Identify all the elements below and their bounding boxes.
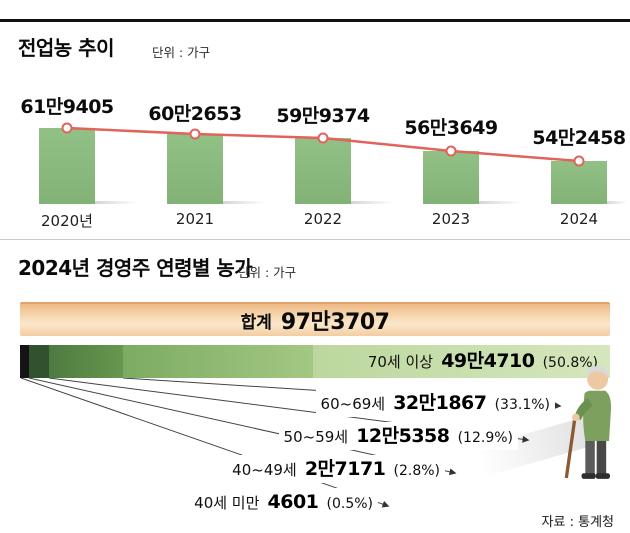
segment-70-plus: 70세 이상 49만4710 (50.8%)	[313, 345, 610, 378]
value-label-2021: 60만2653	[148, 103, 242, 125]
bar-2023	[423, 151, 479, 204]
top-border	[0, 19, 630, 22]
trend-markers	[61, 122, 585, 167]
section1-unit: 단위 : 가구	[152, 45, 211, 60]
value-label-2023: 56만3649	[404, 117, 498, 139]
age-value: 49만4710	[441, 350, 535, 372]
age-label: 70세 이상	[367, 353, 434, 371]
age-row-under-40: 40세 미만 4601 (0.5%)	[189, 488, 378, 516]
bar-shadow	[607, 201, 627, 204]
age-value: 32만1867	[393, 392, 487, 414]
bar-2022	[295, 138, 351, 204]
age-percent: (2.8%)	[393, 463, 441, 479]
year-label-2022: 2022	[303, 210, 343, 228]
age-percent: (12.9%)	[457, 430, 513, 446]
age-percent: (50.8%)	[542, 355, 598, 371]
connector-under-40	[20, 377, 390, 508]
bar-shadow	[351, 201, 395, 204]
bar-2021	[167, 134, 223, 204]
elderly-person-illustration	[564, 366, 612, 479]
age-row-50-59: 50~59세 12만5358 (12.9%)	[278, 422, 518, 450]
section-divider	[0, 239, 630, 240]
total-bar: 합계 97만3707	[20, 302, 610, 336]
age-percent: (33.1%)	[494, 397, 550, 413]
value-label-2020: 61만9405	[20, 96, 114, 118]
section1-title: 전업농 추이	[18, 36, 114, 60]
age-label: 40세 미만	[194, 494, 260, 512]
age-value: 2만7171	[304, 458, 386, 480]
year-label-2020: 2020년	[41, 212, 93, 230]
bar-2020	[39, 128, 95, 204]
segment-60-69	[123, 345, 313, 378]
age-row-70-plus: 70세 이상 49만4710 (50.8%)	[368, 345, 598, 378]
section2-title: 2024년 경영주 연령별 농가	[18, 256, 253, 280]
age-value: 4601	[267, 491, 319, 513]
stacked-age-bar: 70세 이상 49만4710 (50.8%)	[20, 345, 610, 378]
bar-shadow	[223, 201, 267, 204]
bar-shadow	[479, 201, 523, 204]
value-label-2022: 59만9374	[276, 105, 370, 127]
year-label-2021: 2021	[175, 210, 215, 228]
segment-under-40	[20, 345, 29, 378]
section2-unit: 단위 : 가구	[238, 265, 297, 280]
total-value: 97만3707	[280, 310, 390, 335]
age-row-60-69: 60~69세 32만1867 (33.1%)	[315, 389, 555, 417]
value-label-2024: 54만2458	[532, 127, 626, 149]
age-row-40-49: 40~49세 2만7171 (2.8%)	[227, 455, 445, 483]
age-label: 40~49세	[232, 461, 297, 479]
source-label: 자료 : 통계청	[541, 515, 614, 530]
age-label: 60~69세	[320, 395, 386, 413]
segment-40-49	[29, 345, 49, 378]
bar-shadow	[95, 201, 139, 204]
trend-line-chart	[61, 122, 585, 167]
age-percent: (0.5%)	[326, 496, 374, 512]
age-label: 50~59세	[283, 428, 349, 446]
bar-2024	[551, 161, 607, 204]
segment-50-59	[49, 345, 123, 378]
year-label-2024: 2024	[559, 210, 599, 228]
cane-icon	[564, 417, 577, 479]
total-label: 합계	[240, 312, 272, 333]
age-value: 12만5358	[356, 425, 450, 447]
year-label-2023: 2023	[431, 210, 471, 228]
